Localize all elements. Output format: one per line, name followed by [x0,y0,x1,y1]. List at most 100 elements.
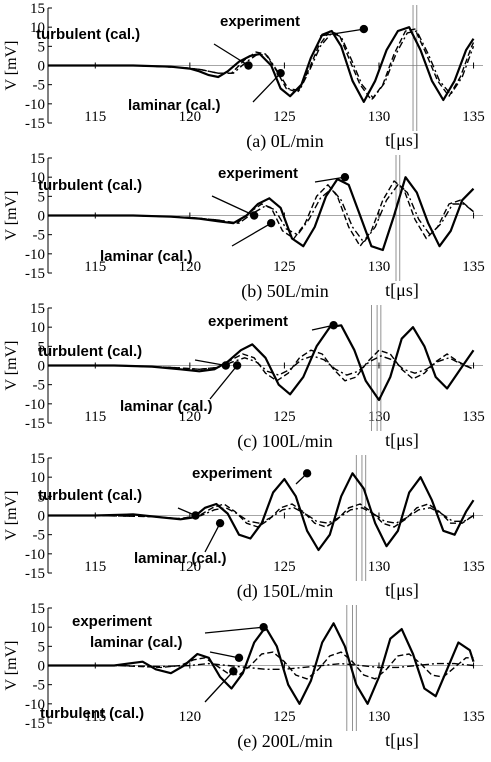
annotation-leader-laminar [209,365,238,400]
series-line-laminar-cal [48,30,475,99]
annotation-point-laminar [232,361,242,370]
x-tick-label: 120 [179,109,202,125]
annotation-leader-turbulent [204,670,234,703]
annotation-laminar: laminar (cal.) [90,634,183,651]
series-line-turbulent-cal [48,662,474,670]
y-tick-label: 15 [30,601,45,617]
annotation-point-laminar [234,653,244,663]
y-tick-label: -5 [33,78,46,94]
annotation-point-experiment [340,172,350,182]
annotation-leader-turbulent [213,43,249,67]
series-line-experiment [48,176,475,252]
y-tick-label: 10 [30,620,45,636]
y-tick-label: -15 [25,716,45,732]
y-tick-label: -15 [25,416,45,432]
x-tick-label: 125 [273,709,296,725]
x-tick-label: 135 [462,109,485,125]
y-tick-label: -5 [33,678,46,694]
annotation-point-laminar [276,68,285,78]
series-line-experiment [48,26,475,103]
chart-panel-5: 15 10 5 0 -5 -10 -15 115 120 125 130 135 V [mV] exper… [3,601,485,752]
chart-panel-1: 15 10 5 0 -5 -10 -15 115 120 125 130 135 V [mV] exper… [3,1,485,152]
y-tick-label: 5 [38,639,46,655]
x-tick-label: 130 [368,709,391,725]
y-tick-label: -10 [25,247,45,263]
annotation-experiment: experiment [220,13,300,30]
annotation-point-experiment [359,24,369,34]
x-tick-label: 125 [273,559,296,575]
annotation-turbulent: turbulent (cal.) [38,487,142,504]
y-axis-label: V [mV] [3,341,20,391]
panel-caption: (b) 50L/min [241,281,329,302]
annotation-experiment: experiment [218,165,298,182]
chart-panel-2: 15 10 5 0 -5 -10 -15 115 120 125 130 135 V [mV] exper… [3,151,485,302]
annotation-laminar: laminar (cal.) [100,248,193,265]
annotation-turbulent: turbulent (cal.) [36,26,140,43]
chart-panel-4: 15 10 5 0 -5 -10 -15 115 120 125 130 135 V [mV] exper… [3,451,485,602]
annotation-point-turbulent [221,361,230,370]
y-tick-label: 10 [30,470,45,486]
x-tick-label: 135 [462,709,485,725]
x-tick-label: 120 [179,559,202,575]
annotation-point-laminar [266,218,276,228]
x-tick-label: 130 [368,259,391,275]
panel-caption: (e) 200L/min [237,731,332,752]
annotation-leader-experiment [314,176,346,183]
y-tick-label: 5 [38,39,46,55]
x-axis-label: t[μs] [385,580,419,600]
annotation-point-experiment [302,469,312,478]
annotation-experiment: experiment [208,313,288,330]
annotation-leader-turbulent [194,359,226,367]
y-tick-label: 5 [38,489,46,505]
series-line-turbulent-cal [48,503,474,528]
x-axis-label: t[μs] [385,730,419,750]
annotation-leader-laminar [204,522,221,553]
y-tick-label: -5 [33,528,46,544]
series-line-experiment [48,324,475,402]
y-tick-label: -10 [25,97,45,113]
y-tick-label: 5 [38,189,46,205]
y-tick-label: 15 [30,151,45,167]
annotation-leader-laminar [209,651,240,659]
y-tick-label: -5 [33,378,46,394]
x-tick-label: 130 [368,409,391,425]
panel-caption: (d) 150L/min [237,581,334,602]
x-tick-label: 115 [84,409,106,425]
annotation-point-experiment [329,321,338,330]
annotation-laminar: laminar (cal.) [134,550,227,567]
annotation-leader-laminar [252,72,282,103]
series-line-laminar-cal [48,184,474,243]
annotation-laminar: laminar (cal.) [128,97,221,114]
y-tick-label: -10 [25,547,45,563]
y-tick-label: 5 [38,339,46,355]
x-tick-label: 135 [462,409,485,425]
annotation-point-turbulent [244,61,253,70]
series-line-laminar-cal [48,507,474,524]
annotation-laminar: laminar (cal.) [120,398,213,415]
annotation-turbulent: turbulent (cal.) [38,177,142,194]
annotation-leader-experiment [204,626,264,634]
y-tick-label: -10 [25,697,45,713]
y-axis-label: V [mV] [3,491,20,541]
x-tick-label: 135 [462,559,485,575]
panel-caption: (c) 100L/min [237,431,332,452]
y-tick-label: 15 [30,451,45,467]
x-tick-label: 125 [273,409,296,425]
chart-panel-3: 15 10 5 0 -5 -10 -15 115 120 125 130 135 V [mV] exper… [3,301,485,452]
x-tick-label: 125 [273,259,296,275]
x-tick-label: 135 [462,259,485,275]
x-tick-label: 125 [273,109,296,125]
annotation-point-turbulent [191,511,200,520]
annotation-point-turbulent [229,667,238,676]
x-tick-label: 115 [84,709,106,725]
y-tick-label: 0 [38,659,46,675]
annotation-experiment: experiment [192,465,272,482]
annotation-leader-turbulent [211,195,255,217]
x-tick-label: 115 [84,559,106,575]
y-tick-label: -15 [25,266,45,282]
y-tick-label: 0 [38,509,46,525]
y-tick-label: -5 [33,228,46,244]
x-tick-label: 130 [368,109,391,125]
y-axis-label: V [mV] [3,641,20,691]
